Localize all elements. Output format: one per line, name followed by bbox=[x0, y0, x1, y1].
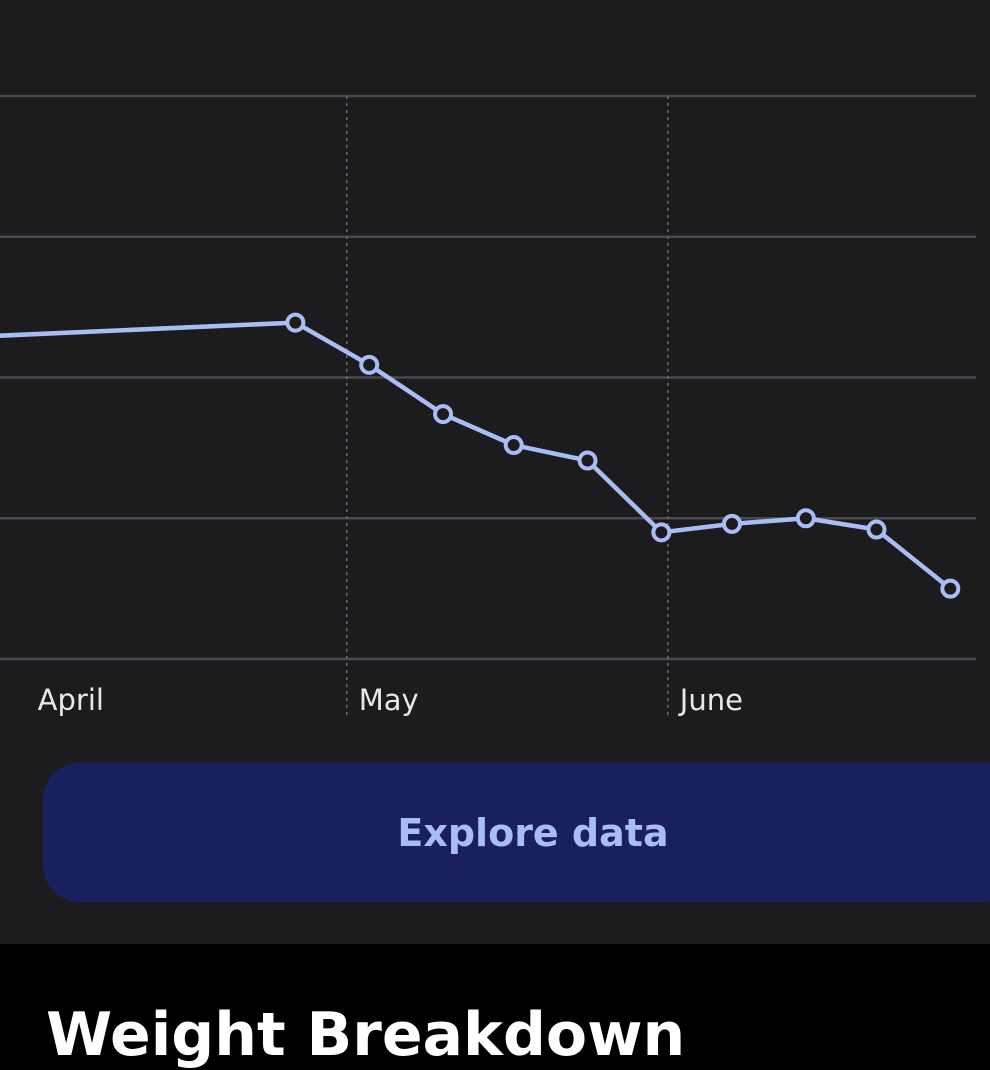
data-point bbox=[433, 404, 454, 425]
x-tick-label: April bbox=[38, 683, 104, 717]
section-title: Weight Breakdown bbox=[46, 1000, 686, 1070]
data-point bbox=[795, 508, 816, 529]
x-tick-label: June bbox=[678, 683, 743, 717]
data-point bbox=[651, 522, 672, 543]
data-point bbox=[940, 578, 961, 599]
x-tick-label: May bbox=[359, 683, 419, 717]
data-point bbox=[722, 513, 742, 534]
chart: April May June bbox=[0, 94, 976, 717]
series-line bbox=[0, 320, 952, 591]
data-point bbox=[503, 435, 524, 456]
button-label: Explore data bbox=[397, 810, 669, 855]
data-point bbox=[285, 312, 306, 333]
data-point bbox=[866, 519, 887, 540]
data-point bbox=[577, 450, 598, 471]
explore-button[interactable]: Explore data bbox=[43, 763, 990, 902]
data-point bbox=[359, 354, 380, 375]
